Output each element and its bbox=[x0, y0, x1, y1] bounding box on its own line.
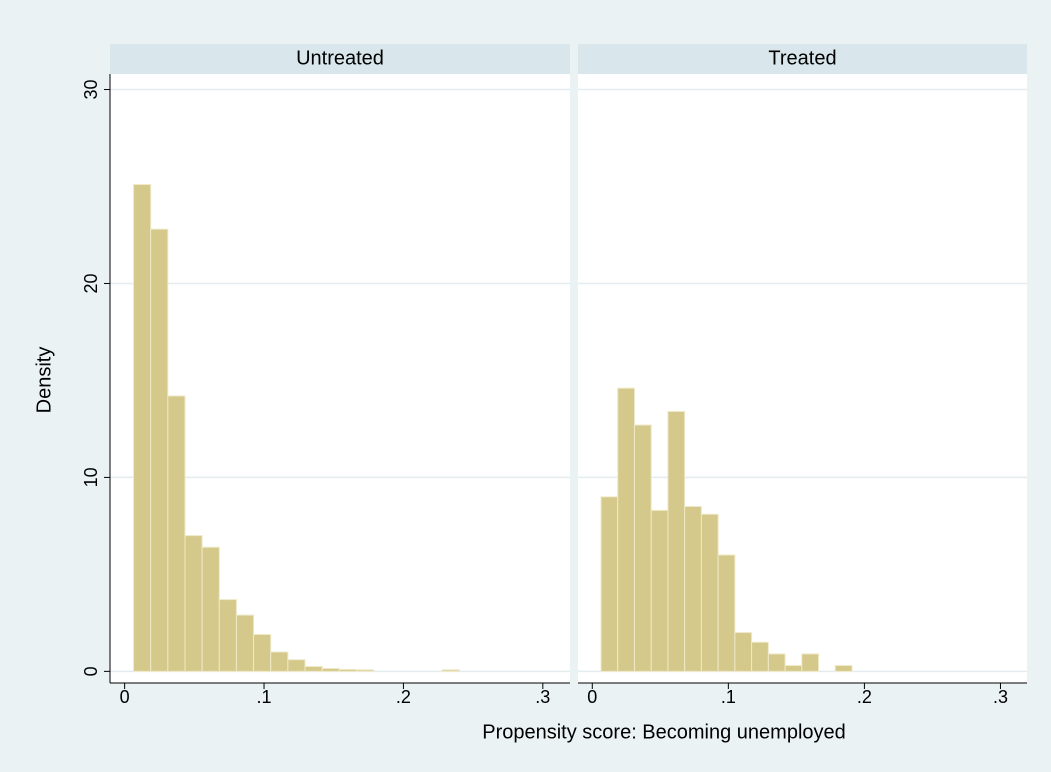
x-axis-title: Propensity score: Becoming unemployed bbox=[482, 721, 846, 743]
bar bbox=[150, 228, 169, 672]
bar bbox=[235, 614, 255, 672]
y-tick-label: 20 bbox=[81, 273, 101, 293]
bar bbox=[684, 506, 702, 672]
x-tick-label: .2 bbox=[857, 687, 872, 707]
bar bbox=[270, 651, 289, 672]
x-tick-label: .1 bbox=[257, 687, 272, 707]
x-tick-label: 0 bbox=[120, 687, 130, 707]
bar bbox=[667, 410, 686, 672]
panel-title: Untreated bbox=[296, 47, 384, 69]
bar bbox=[801, 653, 820, 672]
bar bbox=[321, 667, 340, 672]
y-axis-title: Density bbox=[33, 347, 55, 414]
y-tick-label: 0 bbox=[81, 666, 101, 676]
bar bbox=[717, 554, 736, 672]
bar bbox=[633, 424, 652, 672]
bar bbox=[338, 668, 357, 672]
bar bbox=[751, 641, 769, 672]
y-tick-label: 10 bbox=[81, 467, 101, 487]
bar bbox=[201, 546, 220, 672]
x-tick-label: .1 bbox=[721, 687, 736, 707]
bar bbox=[600, 496, 619, 672]
bar bbox=[304, 666, 323, 672]
bar bbox=[700, 513, 719, 672]
y-tick-label: 30 bbox=[81, 80, 101, 100]
x-tick-label: .2 bbox=[396, 687, 411, 707]
bar bbox=[650, 509, 669, 672]
bar bbox=[287, 659, 306, 672]
bar bbox=[218, 599, 237, 672]
panel-header bbox=[578, 44, 1027, 74]
bar bbox=[441, 669, 460, 672]
bar bbox=[355, 669, 375, 672]
bar bbox=[784, 665, 803, 672]
bar bbox=[834, 665, 853, 672]
bar bbox=[767, 653, 786, 672]
bar bbox=[253, 634, 272, 672]
x-tick-label: .3 bbox=[993, 687, 1008, 707]
bar bbox=[617, 387, 635, 672]
panel-title: Treated bbox=[768, 47, 836, 69]
panel-header bbox=[110, 44, 570, 74]
bar bbox=[734, 632, 753, 672]
x-tick-label: 0 bbox=[587, 687, 597, 707]
bar bbox=[167, 395, 186, 672]
x-tick-label: .3 bbox=[535, 687, 550, 707]
bar bbox=[184, 535, 203, 672]
bar bbox=[133, 184, 152, 672]
